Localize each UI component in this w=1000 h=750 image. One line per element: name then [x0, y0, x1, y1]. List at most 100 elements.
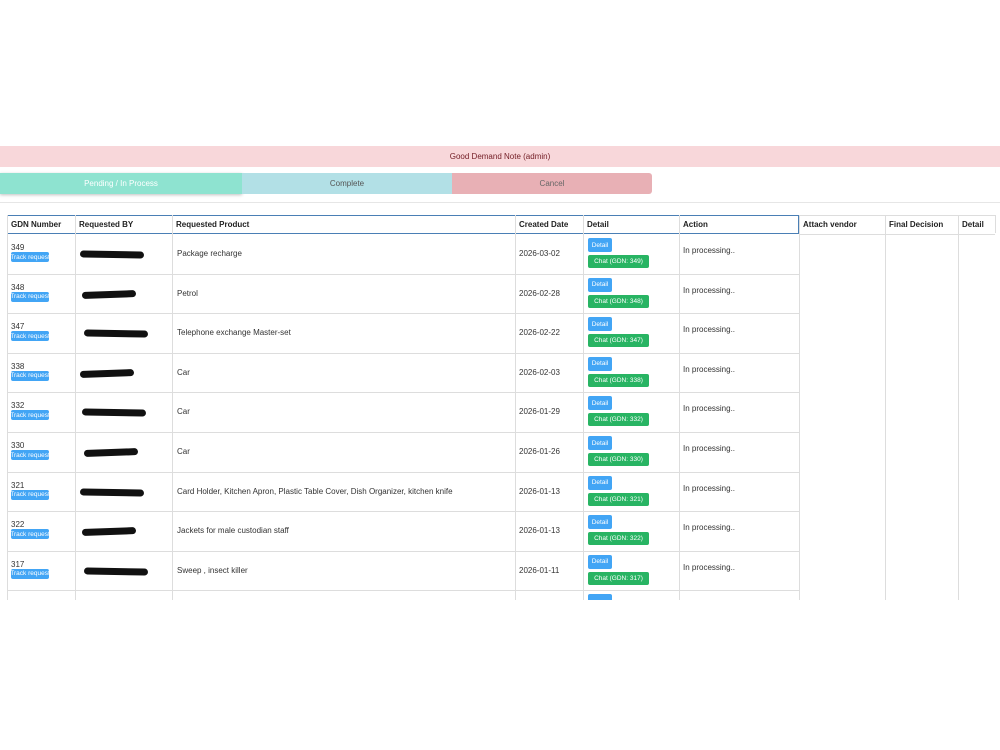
- action-status: In processing..: [683, 285, 736, 295]
- chat-button[interactable]: Chat (GDN: 322): [588, 532, 649, 546]
- chat-button[interactable]: Chat (GDN: 338): [588, 373, 649, 387]
- redaction: [79, 250, 145, 259]
- column-header: GDN Number: [11, 220, 62, 229]
- divider: [0, 202, 1000, 203]
- redaction: [83, 567, 149, 576]
- redaction: [81, 289, 137, 299]
- action-status: In processing..: [683, 483, 736, 493]
- track-button[interactable]: Track request: [10, 291, 50, 302]
- redaction: [81, 527, 137, 537]
- column-header: Requested Product: [176, 220, 250, 229]
- product: Jackets for male custodian staff: [177, 526, 289, 536]
- created-date: 2026-02-28: [519, 288, 560, 298]
- redaction: [79, 488, 145, 497]
- tab[interactable]: Pending / In Process: [0, 173, 242, 194]
- chat-button[interactable]: Chat (GDN: 330): [588, 453, 649, 466]
- row-border: [7, 352, 799, 354]
- chat-button[interactable]: Chat (GDN: 348): [588, 294, 649, 308]
- action-status: In processing..: [683, 523, 736, 533]
- row-border: [7, 392, 799, 394]
- chat-button[interactable]: Chat (GDN: 347): [588, 334, 649, 348]
- header-border: [799, 234, 995, 235]
- redaction: [83, 329, 149, 338]
- product: Telephone exchange Master-set: [177, 328, 291, 338]
- created-date: 2026-01-29: [519, 407, 560, 417]
- gdn-number: 348: [11, 282, 25, 292]
- header-border: [799, 215, 995, 216]
- track-button[interactable]: Track request: [10, 410, 50, 421]
- created-date: 2026-01-13: [519, 526, 560, 536]
- column-header: Detail: [962, 220, 984, 229]
- row-border: [7, 432, 799, 433]
- track-button[interactable]: Track request: [10, 331, 50, 342]
- created-date: 2026-01-11: [519, 565, 560, 575]
- chat-button[interactable]: Chat (GDN: 332): [588, 413, 649, 427]
- column-border: [679, 215, 680, 600]
- column-border: [75, 215, 76, 600]
- column-header: Final Decision: [889, 220, 944, 229]
- page-header: Good Demand Note (admin): [0, 146, 1000, 167]
- detail-button[interactable]: Detail: [588, 436, 612, 450]
- column-header: Action: [683, 220, 708, 229]
- gdn-number: 332: [11, 401, 25, 411]
- detail-button[interactable]: Detail: [588, 317, 612, 332]
- row-border: [7, 313, 799, 315]
- track-button[interactable]: Track request: [10, 568, 50, 579]
- track-button[interactable]: Track request: [10, 450, 50, 460]
- track-button[interactable]: Track request: [10, 370, 50, 381]
- gdn-number: 321: [11, 480, 25, 490]
- action-status: In processing..: [683, 246, 736, 255]
- detail-button[interactable]: Detail: [588, 356, 612, 371]
- column-header: Created Date: [519, 220, 569, 229]
- detail-button[interactable]: [588, 594, 612, 600]
- gdn-number: 330: [11, 441, 25, 450]
- detail-button[interactable]: Detail: [588, 238, 612, 252]
- column-header: Detail: [587, 220, 609, 229]
- column-header: Requested BY: [79, 220, 134, 229]
- gdn-number: 317: [11, 559, 25, 569]
- row-border: [7, 590, 799, 592]
- track-button[interactable]: Track request: [10, 252, 50, 262]
- product: Card Holder, Kitchen Apron, Plastic Tabl…: [177, 486, 453, 496]
- created-date: 2026-02-22: [519, 328, 560, 338]
- gdn-number: 347: [11, 322, 25, 332]
- chat-button[interactable]: Chat (GDN: 349): [588, 255, 649, 268]
- detail-button[interactable]: Detail: [588, 554, 612, 569]
- chat-button[interactable]: Chat (GDN: 321): [588, 492, 649, 506]
- row-border: [7, 471, 799, 473]
- created-date: 2026-03-02: [519, 249, 560, 258]
- column-border: [515, 215, 516, 600]
- column-border: [885, 215, 886, 600]
- detail-button[interactable]: Detail: [588, 475, 612, 490]
- chat-button[interactable]: Chat (GDN: 317): [588, 571, 649, 585]
- column-border: [583, 215, 584, 600]
- action-status: In processing..: [683, 404, 736, 414]
- tab[interactable]: Cancel: [452, 173, 652, 194]
- column-border: [799, 215, 800, 600]
- product: Sweep , insect killer: [177, 565, 248, 575]
- gdn-number: 338: [11, 361, 25, 371]
- column-border: [995, 215, 996, 233]
- column-border: [172, 215, 173, 600]
- product: Petrol: [177, 288, 198, 298]
- product: Car: [177, 407, 190, 417]
- row-border: [7, 550, 799, 552]
- detail-button[interactable]: Detail: [588, 277, 612, 292]
- action-status: In processing..: [683, 562, 736, 572]
- detail-button[interactable]: Detail: [588, 515, 612, 530]
- track-button[interactable]: Track request: [10, 489, 50, 500]
- redaction: [81, 408, 147, 417]
- column-header: Attach vendor: [803, 220, 857, 229]
- redaction: [79, 368, 135, 378]
- column-border: [958, 215, 959, 600]
- redaction: [83, 448, 139, 457]
- track-button[interactable]: Track request: [10, 529, 50, 540]
- gdn-number: 322: [11, 520, 25, 530]
- created-date: 2026-01-26: [519, 447, 560, 456]
- created-date: 2026-02-03: [519, 367, 560, 377]
- gdn-number: 349: [11, 243, 25, 252]
- tab[interactable]: Complete: [242, 173, 452, 194]
- row-border: [7, 511, 799, 513]
- detail-button[interactable]: Detail: [588, 396, 612, 411]
